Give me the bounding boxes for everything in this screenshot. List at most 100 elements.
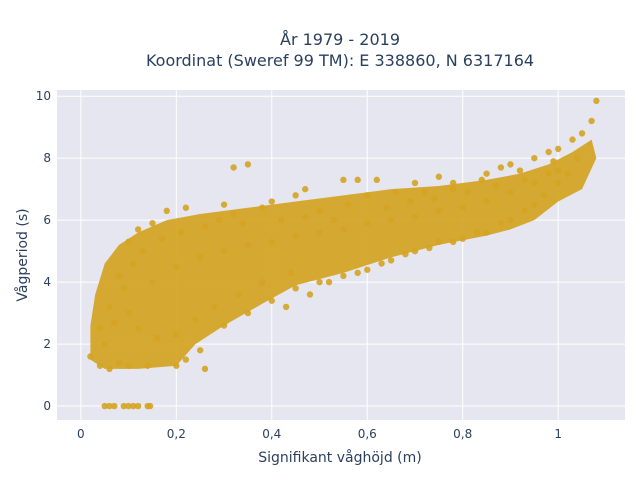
data-point <box>120 285 128 292</box>
data-point <box>134 402 142 410</box>
data-point <box>550 158 557 165</box>
data-point <box>211 303 218 311</box>
data-point <box>216 216 223 224</box>
data-point <box>330 216 338 224</box>
data-point <box>101 402 108 410</box>
data-point <box>120 402 128 410</box>
data-point <box>531 201 538 208</box>
data-point <box>340 272 347 280</box>
data-point <box>196 347 204 354</box>
data-point <box>421 189 428 196</box>
data-point <box>292 192 299 199</box>
data-point <box>115 272 123 280</box>
data-point <box>239 220 247 227</box>
x-axis-title: Signifikant våghöjd (m) <box>258 449 421 466</box>
data-point <box>507 161 514 168</box>
data-point <box>130 402 137 410</box>
data-point <box>259 278 266 286</box>
data-point <box>564 170 571 177</box>
data-point <box>588 117 595 125</box>
data-point <box>125 402 132 410</box>
data-point <box>278 216 285 224</box>
data-point <box>497 164 505 171</box>
data-point <box>387 216 395 224</box>
data-point <box>521 176 528 184</box>
data-point <box>435 173 443 180</box>
data-point <box>106 365 113 373</box>
data-point <box>182 204 190 211</box>
data-point <box>392 189 400 196</box>
data-point <box>354 176 361 184</box>
data-point <box>507 189 514 196</box>
data-point <box>387 257 395 264</box>
data-point <box>144 362 151 369</box>
data-point <box>201 365 209 373</box>
data-point <box>531 154 538 162</box>
data-point <box>134 226 142 233</box>
y-tick-labels: 0 2 4 6 8 10 <box>36 89 51 413</box>
data-point <box>154 334 161 342</box>
data-point <box>411 213 419 221</box>
data-point <box>96 325 104 332</box>
x-tick-label: 1 <box>554 427 562 441</box>
data-point <box>139 247 147 255</box>
data-point <box>373 176 380 184</box>
data-point <box>478 176 486 184</box>
data-point <box>554 167 562 174</box>
data-point <box>149 220 156 227</box>
data-point <box>87 353 94 360</box>
data-point <box>306 291 314 298</box>
data-point <box>146 402 154 410</box>
data-point <box>407 198 414 205</box>
data-point <box>101 340 108 348</box>
data-point <box>316 278 323 286</box>
data-point <box>230 210 237 218</box>
data-point <box>521 207 528 215</box>
chart-title-line-2: Koordinat (Sweref 99 TM): E 338860, N 63… <box>146 51 534 70</box>
data-point <box>268 297 275 304</box>
data-point <box>287 269 295 277</box>
y-tick-label: 8 <box>43 151 51 165</box>
data-point <box>545 148 552 156</box>
x-tick-label: 0 <box>77 427 85 441</box>
y-tick-label: 4 <box>43 275 51 289</box>
x-tick-label: 0,2 <box>167 427 186 441</box>
data-point <box>483 229 490 236</box>
data-point <box>593 97 600 105</box>
data-point <box>492 182 500 190</box>
data-point <box>364 192 371 199</box>
data-point <box>292 232 299 239</box>
data-point <box>325 278 333 286</box>
data-point <box>173 331 180 338</box>
data-point <box>259 204 266 211</box>
data-points <box>87 97 600 410</box>
data-point <box>106 402 113 410</box>
data-point <box>554 145 562 153</box>
y-tick-label: 2 <box>43 337 51 351</box>
data-point <box>497 220 505 227</box>
data-point <box>268 198 275 205</box>
data-point <box>459 204 466 211</box>
y-tick-label: 6 <box>43 213 51 227</box>
data-point <box>516 167 524 174</box>
data-point <box>111 402 118 410</box>
data-point <box>220 247 228 255</box>
data-point <box>449 238 457 246</box>
data-point <box>473 229 481 236</box>
data-point <box>244 309 252 317</box>
data-point <box>449 179 457 187</box>
chart-title-line-1: År 1979 - 2019 <box>280 30 400 49</box>
data-point <box>531 179 538 187</box>
data-point <box>435 207 443 215</box>
data-point <box>244 161 252 168</box>
x-tick-label: 0,8 <box>453 427 472 441</box>
data-point <box>149 278 156 286</box>
x-tick-label: 0,4 <box>262 427 281 441</box>
data-point <box>106 303 113 311</box>
data-point <box>158 235 166 242</box>
data-point <box>201 223 209 230</box>
data-point <box>130 260 137 267</box>
x-tick-labels: 0 0,2 0,4 0,6 0,8 1 <box>77 427 562 441</box>
data-point <box>115 359 123 366</box>
